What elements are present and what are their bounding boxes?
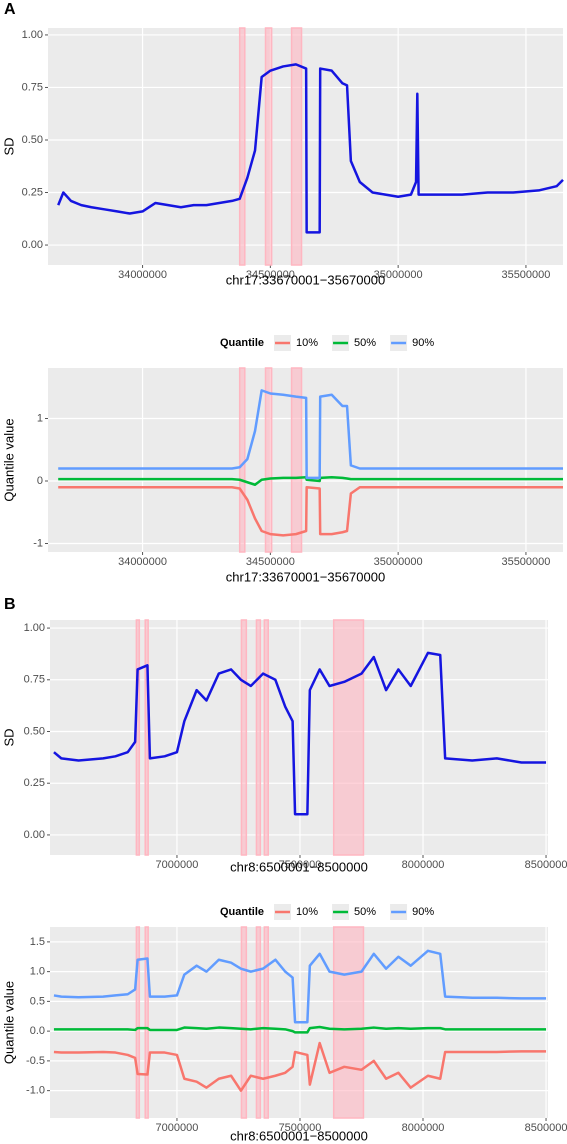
x-tick-label: 35500000 <box>501 556 550 568</box>
y-axis-title: SD <box>1 728 16 746</box>
y-tick-label: 0 <box>37 475 43 487</box>
y-tick-label: -1 <box>33 537 43 549</box>
highlight-region <box>135 926 141 1119</box>
x-tick-label: 34500000 <box>246 556 295 568</box>
x-tick-label: 8000000 <box>402 1122 445 1134</box>
y-axis-title: SD <box>1 137 16 155</box>
series-line <box>53 1025 547 1034</box>
series-line <box>58 486 563 537</box>
x-tick-label: 8500000 <box>525 859 567 871</box>
legend-label: 50% <box>354 337 376 349</box>
x-tick-label: 34000000 <box>118 269 167 281</box>
x-axis-title: chr17:33670001−35670000 <box>226 569 385 584</box>
highlight-region <box>263 926 269 1119</box>
y-tick-label: 0.5 <box>30 995 45 1007</box>
panel-label: A <box>4 1 16 18</box>
x-axis-title: chr8:6500001−8500000 <box>230 1128 368 1143</box>
y-tick-label: 0.00 <box>24 829 45 841</box>
y-tick-label: -1.0 <box>26 1085 45 1097</box>
x-tick-label: 8000000 <box>402 859 445 871</box>
highlight-region <box>332 926 365 1119</box>
legend-label: 90% <box>412 337 434 349</box>
legend-label: 10% <box>296 337 318 349</box>
x-axis-title: chr8:6500001−8500000 <box>230 859 368 874</box>
highlight-region <box>240 619 248 856</box>
series-line <box>57 63 564 234</box>
highlight-region <box>240 926 248 1119</box>
x-tick-label: 7500000 <box>279 859 322 871</box>
series-line <box>58 389 563 480</box>
series-line <box>53 949 547 1024</box>
plot-background <box>50 620 548 855</box>
y-tick-label: 0.75 <box>24 674 45 686</box>
highlight-region <box>290 367 303 553</box>
x-tick-label: 35000000 <box>374 269 423 281</box>
y-tick-label: 0.75 <box>22 81 43 93</box>
highlight-region <box>255 926 262 1119</box>
y-axis-title: Quantile value <box>1 981 16 1064</box>
highlight-region <box>144 619 149 856</box>
highlight-region <box>332 619 365 856</box>
legend-label: 50% <box>354 906 376 918</box>
legend-title: Quantile <box>220 906 264 918</box>
y-tick-label: 1.00 <box>22 29 43 41</box>
legend-title: Quantile <box>220 337 264 349</box>
highlight-region <box>238 27 246 266</box>
x-tick-label: 7000000 <box>156 1122 199 1134</box>
y-tick-label: 0.25 <box>24 777 45 789</box>
y-axis-title: Quantile value <box>1 418 16 501</box>
y-tick-label: 1.00 <box>24 622 45 634</box>
x-tick-label: 34500000 <box>246 269 295 281</box>
series-line <box>53 651 547 816</box>
x-axis-title: chr17:33670001−35670000 <box>226 272 385 287</box>
series-line <box>53 1041 547 1092</box>
highlight-region <box>144 926 149 1119</box>
highlight-region <box>264 27 273 266</box>
y-tick-label: 0.25 <box>22 186 43 198</box>
x-tick-label: 7000000 <box>156 859 199 871</box>
x-tick-label: 7500000 <box>279 1122 322 1134</box>
x-tick-label: 34000000 <box>118 556 167 568</box>
highlight-region <box>255 619 262 856</box>
y-tick-label: 1 <box>37 412 43 424</box>
y-tick-label: 0.0 <box>30 1025 45 1037</box>
highlight-region <box>263 619 269 856</box>
y-tick-label: 0.50 <box>22 134 43 146</box>
highlight-region <box>238 367 246 553</box>
legend-label: 90% <box>412 906 434 918</box>
panel-label: B <box>4 596 16 613</box>
y-tick-label: 0.00 <box>22 239 43 251</box>
y-tick-label: 1.0 <box>30 966 45 978</box>
highlight-region <box>290 27 303 266</box>
x-tick-label: 35000000 <box>374 556 423 568</box>
highlight-region <box>264 367 273 553</box>
highlight-region <box>135 619 141 856</box>
series-line <box>58 476 563 486</box>
x-tick-label: 8500000 <box>525 1122 567 1134</box>
x-tick-label: 35500000 <box>501 269 550 281</box>
y-tick-label: 1.5 <box>30 936 45 948</box>
y-tick-label: -0.5 <box>26 1055 45 1067</box>
y-tick-label: 0.50 <box>24 725 45 737</box>
legend-label: 10% <box>296 906 318 918</box>
